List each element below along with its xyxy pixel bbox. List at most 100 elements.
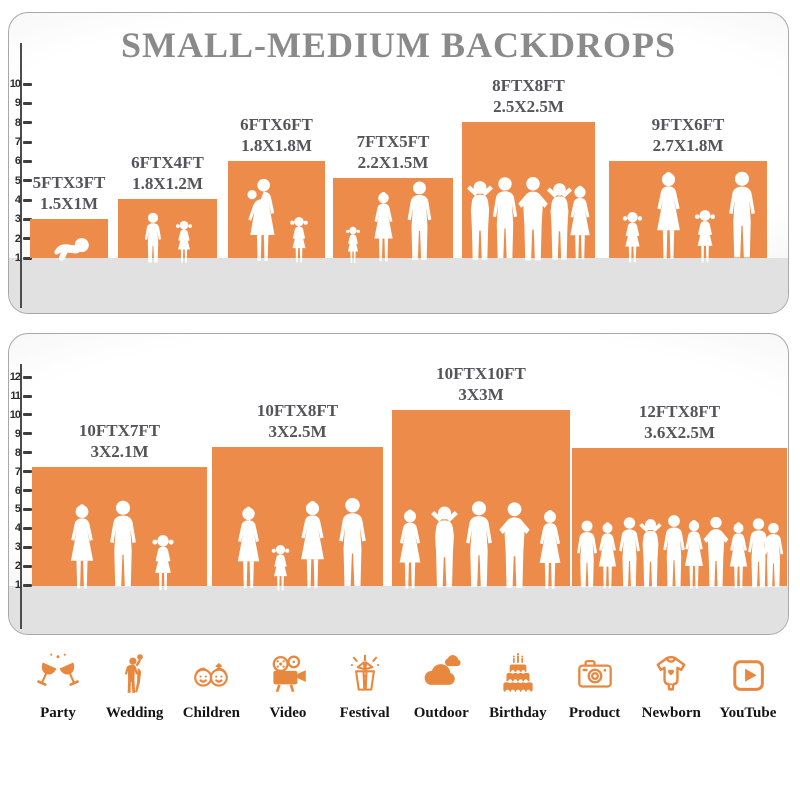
ruler-bottom: 1 2 3 4 5 6 7 8 9 10 11 12 — [9, 334, 49, 634]
ruler-tick-mark — [23, 413, 32, 417]
ruler-tick-mark — [23, 179, 32, 183]
ruler-tick-2: 2 — [9, 233, 32, 245]
ruler-tick-mark — [23, 564, 32, 568]
ruler-tick-number: 3 — [14, 541, 21, 554]
ruler-tick-number: 5 — [14, 503, 21, 516]
bar-size-ft: 12FTX8FT — [638, 401, 721, 421]
bar-size-m: 1.8X1.8M — [241, 135, 312, 155]
category-wedding: Wedding — [101, 652, 169, 722]
ruler-tick-3: 3 — [9, 541, 32, 553]
ruler-tick-number: 6 — [14, 484, 21, 497]
children-icon — [194, 662, 229, 687]
bar-label: 9FTX6FT 2.7X1.8M — [652, 114, 725, 157]
bar-size-m: 2.2X1.5M — [357, 152, 429, 172]
category-youtube: YouTube — [714, 652, 782, 722]
outdoor-icon — [424, 655, 461, 685]
ruler-tick-mark — [23, 198, 32, 202]
ruler-tick-9: 9 — [9, 428, 32, 440]
ruler-tick-8: 8 — [9, 117, 32, 129]
ruler-tick-mark — [23, 526, 32, 530]
ruler-tick-mark — [23, 217, 32, 221]
ruler-tick-4: 4 — [9, 522, 32, 534]
ruler-tick-number: 4 — [14, 522, 21, 535]
people-silhouette — [399, 501, 561, 589]
ruler-tick-6: 6 — [9, 485, 32, 497]
category-label: YouTube — [719, 705, 777, 721]
people-silhouette — [576, 515, 784, 589]
category-label: Outdoor — [413, 705, 469, 721]
ruler-tick-number: 12 — [9, 371, 21, 384]
category-label: Newborn — [641, 705, 701, 721]
festival-icon — [350, 654, 379, 691]
birthday-icon — [503, 653, 533, 694]
bar-size-ft: 10FTX10FT — [436, 363, 526, 383]
bar-size-m: 1.5X1M — [39, 193, 99, 213]
ruler-tick-5: 5 — [9, 175, 32, 187]
people-silhouette — [144, 212, 193, 263]
ruler-tick-number: 3 — [14, 213, 21, 226]
bar-size-ft: 10FTX7FT — [78, 420, 161, 440]
ruler-top: 1 2 3 4 5 6 7 8 9 10 — [9, 13, 49, 313]
ruler-tick-number: 9 — [14, 97, 21, 110]
category-festival: Festival — [331, 652, 399, 722]
category-label: Children — [182, 705, 240, 721]
bar-size-m: 2.7X1.8M — [652, 135, 724, 155]
wedding-icon — [124, 654, 143, 693]
ruler-tick-2: 2 — [9, 560, 32, 572]
bar-size-m: 3X2.1M — [90, 441, 149, 461]
category-newborn: Newborn — [637, 652, 705, 722]
ruler-tick-number: 2 — [14, 560, 21, 573]
bar-size-ft: 10FTX8FT — [256, 400, 339, 420]
ruler-tick-number: 8 — [14, 446, 21, 459]
bar-12ftx8ft: 12FTX8FT 3.6X2.5M — [572, 402, 787, 589]
ruler-tick-mark — [23, 432, 32, 436]
ruler-tick-7: 7 — [9, 136, 32, 148]
ruler-tick-10: 10 — [9, 409, 32, 421]
ruler-tick-number: 2 — [14, 232, 21, 245]
category-label: Wedding — [105, 705, 164, 721]
ruler-tick-6: 6 — [9, 155, 32, 167]
bar-size-m: 3X2.5M — [268, 421, 327, 441]
ruler-tick-9: 9 — [9, 97, 32, 109]
category-video: Video — [254, 652, 322, 722]
people-silhouette — [622, 171, 755, 263]
category-label: Birthday — [489, 705, 547, 721]
bar-label: 12FTX8FT 3.6X2.5M — [639, 401, 720, 444]
youtube-icon — [733, 660, 764, 691]
ruler-tick-5: 5 — [9, 503, 32, 515]
category-product: Product — [561, 652, 629, 722]
ruler-tick-number: 9 — [14, 427, 21, 440]
ruler-tick-number: 7 — [14, 136, 21, 149]
bar-5ftx3ft: 5FTX3FT 1.5X1M — [30, 173, 108, 261]
bar-label: 6FTX6FT 1.8X1.8M — [240, 114, 313, 157]
ruler-tick-mark — [23, 140, 32, 144]
ruler-tick-4: 4 — [9, 194, 32, 206]
category-label: Product — [568, 705, 621, 721]
ruler-tick-mark — [23, 507, 32, 511]
ruler-tick-mark — [23, 121, 32, 125]
floor-strip — [9, 586, 788, 634]
ruler-tick-number: 8 — [14, 116, 21, 129]
ruler-tick-number: 10 — [9, 78, 21, 91]
bar-label: 10FTX7FT 3X2.1M — [79, 420, 160, 463]
ruler-tick-number: 10 — [9, 408, 21, 421]
ruler-tick-mark — [23, 375, 32, 379]
ruler-tick-mark — [23, 394, 32, 398]
category-label: Festival — [339, 705, 390, 721]
ruler-tick-3: 3 — [9, 213, 32, 225]
ruler-tick-1: 1 — [9, 579, 32, 591]
category-label: Video — [269, 705, 307, 721]
people-silhouette — [346, 181, 432, 263]
floor-strip — [9, 258, 788, 313]
bar-6ftx6ft: 6FTX6FT 1.8X1.8M — [228, 115, 325, 263]
category-birthday: Birthday — [484, 652, 552, 722]
ruler-axis — [20, 364, 22, 629]
bar-label: 8FTX8FT 2.5X2.5M — [492, 75, 565, 118]
people-silhouette — [54, 238, 89, 261]
people-silhouette — [70, 500, 174, 591]
ruler-tick-7: 7 — [9, 466, 32, 478]
ruler-tick-10: 10 — [9, 78, 32, 90]
people-silhouette — [466, 177, 590, 261]
bar-label: 10FTX8FT 3X2.5M — [257, 400, 338, 443]
bar-size-ft: 8FTX8FT — [492, 75, 565, 95]
